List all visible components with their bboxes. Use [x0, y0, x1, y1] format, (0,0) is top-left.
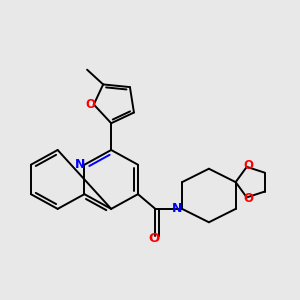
Text: O: O: [243, 159, 253, 172]
Text: O: O: [148, 232, 160, 245]
Text: N: N: [74, 158, 85, 171]
Text: O: O: [243, 192, 253, 205]
Text: O: O: [85, 98, 96, 111]
Text: N: N: [172, 202, 182, 215]
